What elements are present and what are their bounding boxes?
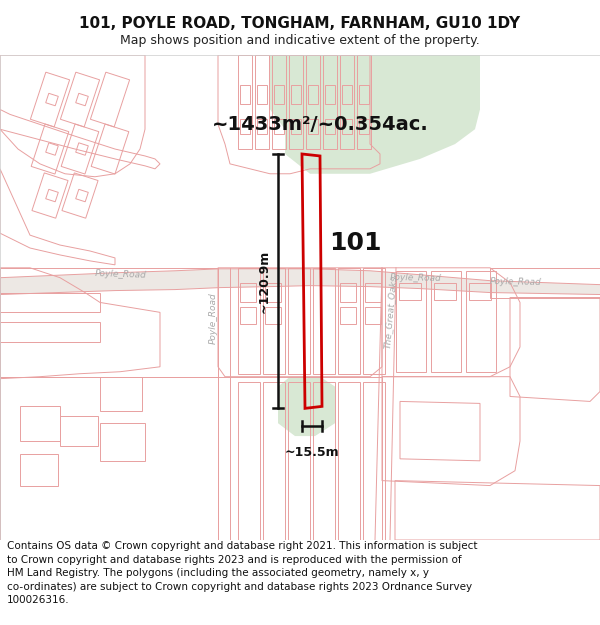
Text: HM Land Registry. The polygons (including the associated geometry, namely x, y: HM Land Registry. The polygons (includin… [7,568,429,578]
Text: to Crown copyright and database rights 2023 and is reproduced with the permissio: to Crown copyright and database rights 2… [7,555,462,565]
Text: Poyle_Road: Poyle_Road [390,272,442,282]
Text: 100026316.: 100026316. [7,595,70,605]
Text: Map shows position and indicative extent of the property.: Map shows position and indicative extent… [120,34,480,48]
Text: ~1433m²/~0.354ac.: ~1433m²/~0.354ac. [212,115,428,134]
Text: ~15.5m: ~15.5m [284,446,340,459]
Polygon shape [0,269,600,294]
Text: co-ordinates) are subject to Crown copyright and database rights 2023 Ordnance S: co-ordinates) are subject to Crown copyr… [7,581,472,591]
Text: 101, POYLE ROAD, TONGHAM, FARNHAM, GU10 1DY: 101, POYLE ROAD, TONGHAM, FARNHAM, GU10 … [79,16,521,31]
Text: The_Great_Oaks: The_Great_Oaks [382,275,398,349]
Polygon shape [270,55,480,174]
Text: ~120.9m: ~120.9m [257,249,271,312]
Text: Poyle_Road: Poyle_Road [95,269,147,280]
Polygon shape [278,377,335,436]
Text: Poyle_Road: Poyle_Road [209,292,218,344]
Text: Contains OS data © Crown copyright and database right 2021. This information is : Contains OS data © Crown copyright and d… [7,541,478,551]
Text: 101: 101 [329,231,381,255]
Text: Poyle_Road: Poyle_Road [490,277,542,287]
